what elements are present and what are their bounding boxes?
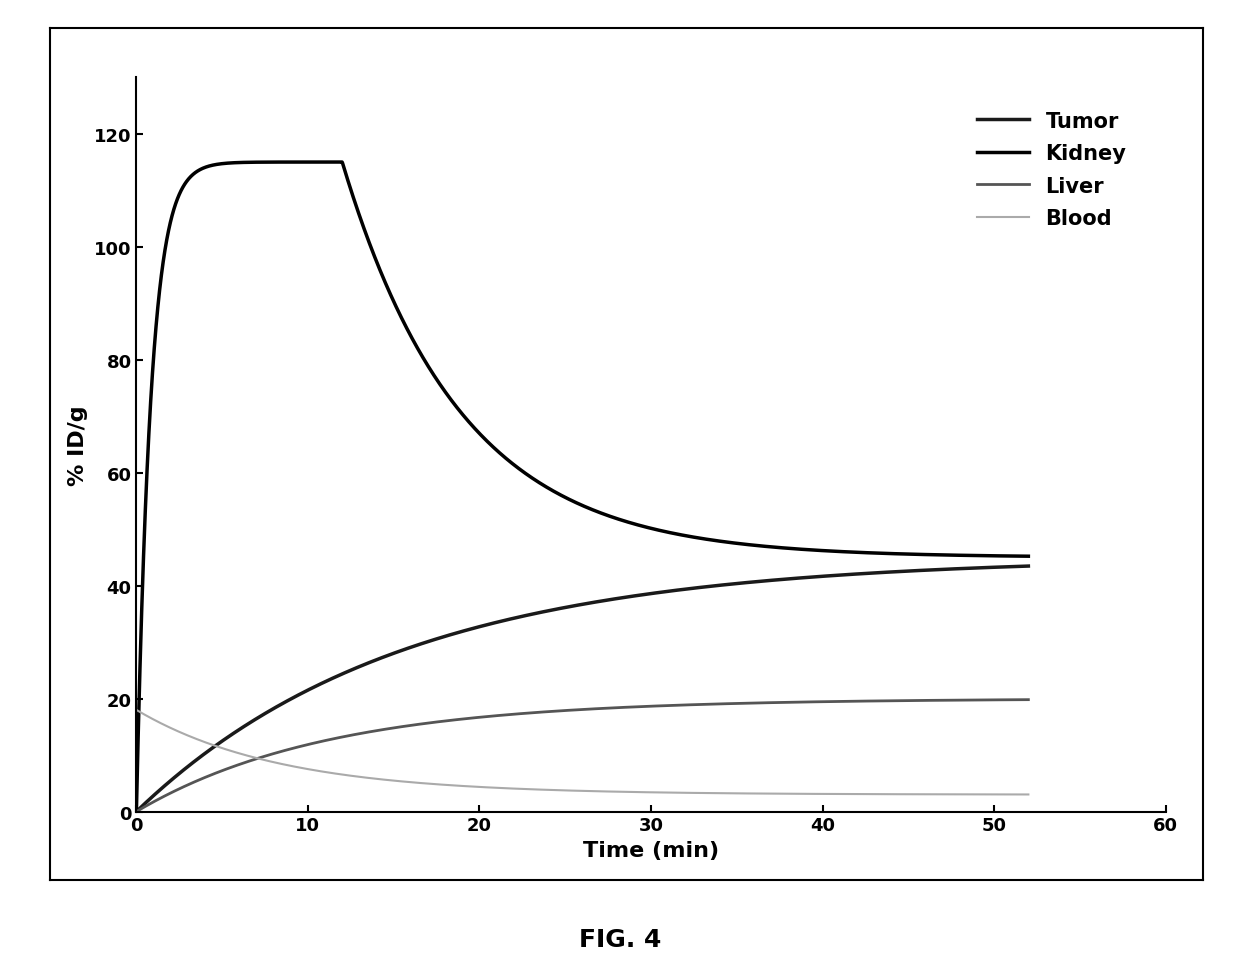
Legend: Tumor, Kidney, Liver, Blood: Tumor, Kidney, Liver, Blood [968, 104, 1135, 238]
Y-axis label: % ID/g: % ID/g [68, 405, 88, 485]
X-axis label: Time (min): Time (min) [583, 840, 719, 860]
Text: FIG. 4: FIG. 4 [579, 927, 661, 951]
